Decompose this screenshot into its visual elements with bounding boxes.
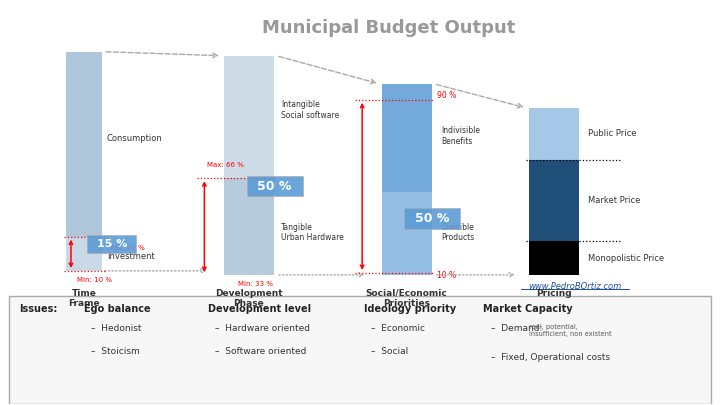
Text: –  Demand:: – Demand: bbox=[490, 324, 542, 333]
Text: –  Software oriented: – Software oriented bbox=[215, 347, 307, 356]
Bar bbox=[224, 56, 274, 178]
Text: Indivisible
Benefits: Indivisible Benefits bbox=[441, 126, 480, 146]
Text: Max: 20 %: Max: 20 % bbox=[107, 245, 144, 251]
Text: Pricing: Pricing bbox=[536, 289, 572, 298]
Text: real, potential,
insufficient, non existent: real, potential, insufficient, non exist… bbox=[528, 324, 611, 337]
Text: Ego balance: Ego balance bbox=[84, 304, 150, 314]
Bar bbox=[528, 241, 579, 275]
Text: Municipal Budget Output: Municipal Budget Output bbox=[262, 19, 516, 38]
FancyBboxPatch shape bbox=[247, 175, 302, 196]
Text: Market Capacity: Market Capacity bbox=[483, 304, 573, 314]
Text: 50 %: 50 % bbox=[415, 212, 449, 225]
FancyBboxPatch shape bbox=[405, 208, 460, 229]
Bar bbox=[528, 108, 579, 160]
Text: 10 %: 10 % bbox=[437, 271, 456, 280]
Bar bbox=[66, 237, 102, 271]
Bar bbox=[9, 296, 711, 404]
Text: –  Stoicism: – Stoicism bbox=[91, 347, 140, 356]
FancyBboxPatch shape bbox=[87, 235, 136, 253]
Text: Min: 33 %: Min: 33 % bbox=[238, 281, 273, 287]
Bar bbox=[528, 160, 579, 241]
Text: Investment: Investment bbox=[107, 252, 155, 261]
Text: –  Hedonist: – Hedonist bbox=[91, 324, 142, 333]
Text: Issues:: Issues: bbox=[19, 304, 58, 314]
Text: Development
Phase: Development Phase bbox=[215, 289, 283, 308]
Text: Ideology priority: Ideology priority bbox=[364, 304, 456, 314]
Bar bbox=[382, 84, 432, 192]
Text: Time
Frame: Time Frame bbox=[68, 289, 99, 308]
Text: 15 %: 15 % bbox=[96, 239, 127, 249]
Text: 90 %: 90 % bbox=[437, 92, 456, 100]
Text: Development level: Development level bbox=[208, 304, 311, 314]
Text: Monopolistic Price: Monopolistic Price bbox=[588, 254, 665, 262]
Text: Market Price: Market Price bbox=[588, 196, 641, 205]
Bar bbox=[382, 192, 432, 275]
Bar bbox=[224, 178, 274, 275]
Text: –  Hardware oriented: – Hardware oriented bbox=[215, 324, 310, 333]
Text: Min: 10 %: Min: 10 % bbox=[77, 277, 112, 283]
Bar bbox=[66, 52, 102, 237]
Text: Divisible
Products: Divisible Products bbox=[441, 223, 474, 242]
Text: Public Price: Public Price bbox=[588, 129, 636, 138]
Text: Tangible
Urban Hardware: Tangible Urban Hardware bbox=[281, 223, 344, 242]
Text: Max: 66 %: Max: 66 % bbox=[207, 162, 244, 168]
Text: –  Fixed, Operational costs: – Fixed, Operational costs bbox=[490, 353, 610, 362]
Text: Intangible
Social software: Intangible Social software bbox=[281, 100, 339, 120]
Text: –  Social: – Social bbox=[371, 347, 408, 356]
Text: Social/Economic
Priorities: Social/Economic Priorities bbox=[366, 289, 448, 308]
Text: Consumption: Consumption bbox=[107, 134, 163, 143]
Text: www.PedroBOrtiz.com: www.PedroBOrtiz.com bbox=[528, 282, 622, 291]
Text: –  Economic: – Economic bbox=[371, 324, 425, 333]
Text: 50 %: 50 % bbox=[258, 179, 292, 192]
